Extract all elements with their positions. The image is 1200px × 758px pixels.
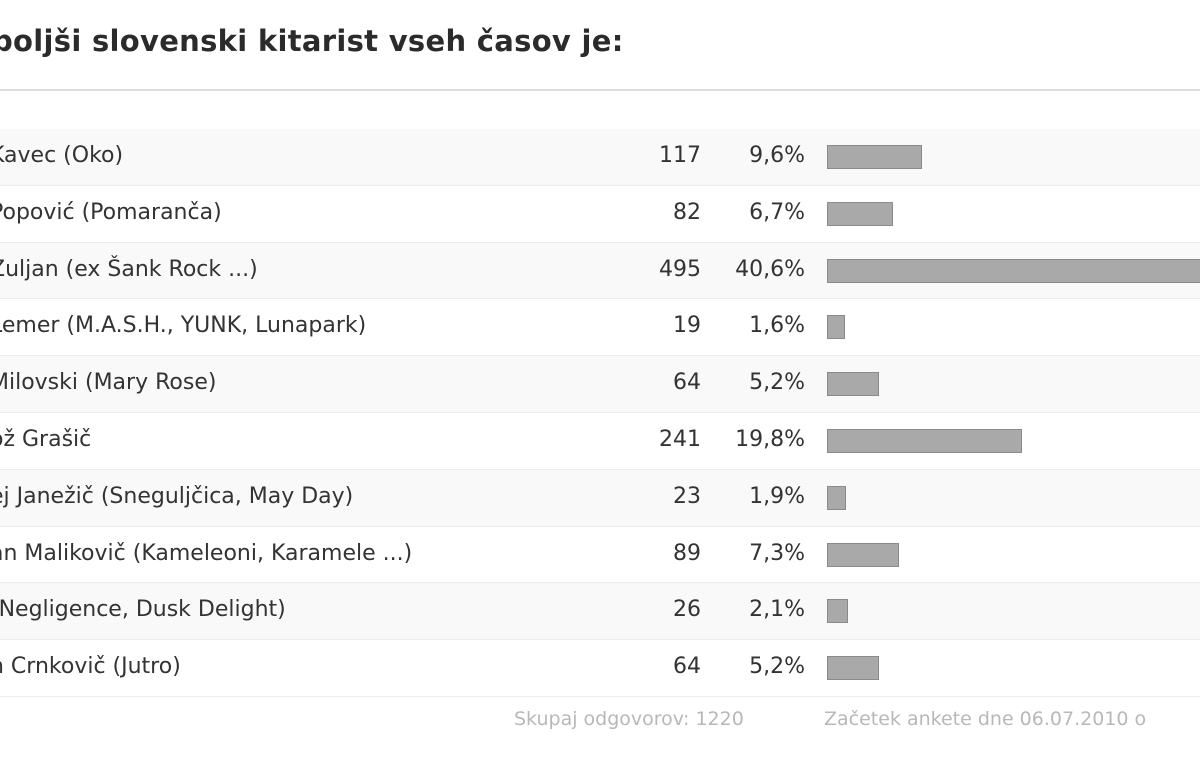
vote-bar <box>827 542 899 567</box>
vote-bar <box>827 372 879 397</box>
vote-bar <box>827 656 879 681</box>
poll-row: ož Grašič 241 19,8% <box>0 412 1200 470</box>
vote-count: 26 <box>673 597 701 623</box>
vote-bar <box>827 485 846 510</box>
vote-percent: 5,2% <box>749 654 805 680</box>
poll-row: Milovski (Mary Rose) 64 5,2% <box>0 356 1200 413</box>
vote-percent: 1,9% <box>749 483 805 509</box>
vote-percent: 6,7% <box>749 199 805 225</box>
vote-percent: 5,2% <box>749 370 805 396</box>
vote-percent: 7,3% <box>749 540 805 566</box>
option-label: Kavec (Oko) <box>0 143 124 168</box>
vote-count: 19 <box>673 313 701 339</box>
poll-results-list: Kavec (Oko) 117 9,6% Popović (Pomaranča) 82 6… <box>0 129 1200 697</box>
option-label: Milovski (Mary Rose) <box>0 370 217 396</box>
option-label: ož Grašič <box>0 426 92 452</box>
option-label: an Malikovič (Kameleoni, Karamele ...) <box>0 540 413 566</box>
poll-row: Kavec (Oko) 117 9,6% <box>0 129 1200 186</box>
poll-row: (Negligence, Dusk Delight) 26 2,1% <box>0 583 1200 641</box>
vote-count: 64 <box>673 370 701 396</box>
vote-bar <box>827 599 848 624</box>
poll-start-date-text: Začetek ankete dne 06.07.2010 o <box>824 708 1147 730</box>
poll-row: Popović (Pomaranča) 82 6,7% <box>0 185 1200 243</box>
poll-row: ej Janežič (Sneguljčica, May Day) 23 1,9% <box>0 469 1200 527</box>
vote-percent: 1,6% <box>749 313 805 339</box>
vote-count: 89 <box>673 540 701 566</box>
option-label: n Crnkovič (Jutro) <box>0 654 181 680</box>
vote-bar <box>827 258 1200 283</box>
vote-count: 117 <box>659 143 701 168</box>
vote-percent: 40,6% <box>735 256 805 282</box>
poll-row: an Malikovič (Kameleoni, Karamele ...) 89… <box>0 526 1200 584</box>
vote-bar <box>827 201 893 226</box>
poll-row: Zuljan (ex Šank Rock ...) 495 40,6% <box>0 242 1200 300</box>
title-divider <box>0 89 1200 91</box>
option-label: Zuljan (ex Šank Rock ...) <box>0 256 258 282</box>
vote-count: 495 <box>659 256 701 282</box>
poll-row: n Crnkovič (Jutro) 64 5,2% <box>0 640 1200 697</box>
vote-count: 82 <box>673 199 701 225</box>
poll-row: Lemer (M.A.S.H., YUNK, Lunapark) 19 1,6% <box>0 299 1200 357</box>
vote-count: 241 <box>659 426 701 452</box>
vote-percent: 19,8% <box>735 426 805 452</box>
option-label: Popović (Pomaranča) <box>0 199 222 225</box>
vote-bar <box>827 428 1022 453</box>
poll-title: boljši slovenski kitarist vseh časov je: <box>0 24 624 58</box>
vote-bar <box>827 315 845 340</box>
option-label: (Negligence, Dusk Delight) <box>0 597 286 623</box>
vote-bar <box>827 145 922 169</box>
option-label: Lemer (M.A.S.H., YUNK, Lunapark) <box>0 313 367 339</box>
vote-count: 23 <box>673 483 701 509</box>
vote-count: 64 <box>673 654 701 680</box>
option-label: ej Janežič (Sneguljčica, May Day) <box>0 483 354 509</box>
total-answers-text: Skupaj odgovorov: 1220 <box>514 708 744 730</box>
vote-percent: 2,1% <box>749 597 805 623</box>
vote-percent: 9,6% <box>749 143 805 168</box>
